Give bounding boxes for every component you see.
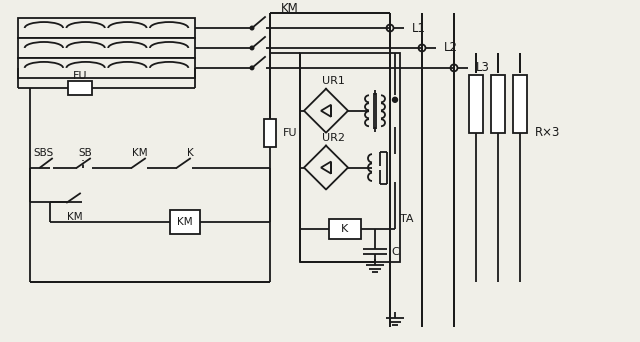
Bar — [264, 119, 276, 147]
Text: KM: KM — [281, 2, 299, 15]
Bar — [469, 75, 483, 133]
Polygon shape — [321, 161, 331, 173]
Text: K: K — [341, 224, 349, 234]
Text: R×3: R×3 — [535, 126, 561, 139]
Bar — [491, 75, 505, 133]
Bar — [18, 58, 195, 78]
Text: KM: KM — [132, 148, 148, 158]
Text: KM: KM — [67, 212, 83, 222]
Text: KM: KM — [177, 218, 193, 227]
Bar — [329, 220, 361, 239]
Circle shape — [250, 46, 254, 50]
Text: UR1: UR1 — [322, 76, 345, 86]
Text: L1: L1 — [412, 22, 426, 35]
Text: UR2: UR2 — [322, 133, 345, 143]
Text: FU: FU — [73, 71, 87, 81]
Text: K: K — [187, 148, 193, 158]
Bar — [18, 18, 195, 38]
Text: TA: TA — [400, 214, 413, 224]
Bar — [18, 38, 195, 58]
Text: SB: SB — [78, 148, 92, 158]
Text: L3: L3 — [476, 62, 490, 75]
Circle shape — [250, 66, 254, 70]
Bar — [68, 81, 92, 95]
Bar — [300, 53, 400, 262]
Text: C: C — [391, 247, 399, 257]
Text: SBS: SBS — [33, 148, 53, 158]
Circle shape — [392, 97, 397, 102]
Bar — [513, 75, 527, 133]
Text: L2: L2 — [444, 41, 458, 54]
Circle shape — [250, 26, 254, 30]
Bar — [170, 210, 200, 234]
Text: FU: FU — [283, 128, 298, 138]
Polygon shape — [321, 105, 331, 117]
